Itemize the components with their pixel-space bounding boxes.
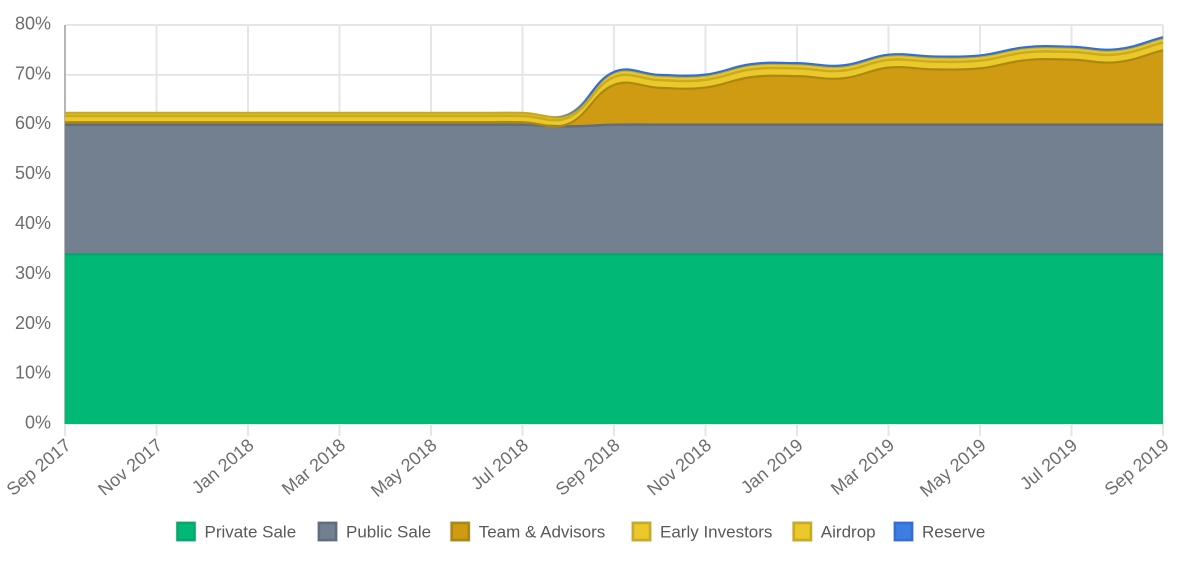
svg-text:80%: 80% bbox=[15, 14, 51, 34]
svg-text:30%: 30% bbox=[15, 263, 51, 283]
svg-text:Airdrop: Airdrop bbox=[821, 523, 876, 542]
svg-text:20%: 20% bbox=[15, 313, 51, 333]
svg-text:Public Sale: Public Sale bbox=[346, 523, 431, 542]
svg-text:70%: 70% bbox=[15, 63, 51, 83]
svg-text:Team & Advisors: Team & Advisors bbox=[479, 523, 606, 542]
svg-text:10%: 10% bbox=[15, 363, 51, 383]
svg-text:Early Investors: Early Investors bbox=[660, 523, 772, 542]
svg-text:0%: 0% bbox=[25, 413, 51, 433]
svg-text:60%: 60% bbox=[15, 113, 51, 133]
svg-text:Reserve: Reserve bbox=[922, 523, 985, 542]
svg-text:Private Sale: Private Sale bbox=[205, 523, 297, 542]
svg-text:40%: 40% bbox=[15, 213, 51, 233]
svg-text:50%: 50% bbox=[15, 163, 51, 183]
